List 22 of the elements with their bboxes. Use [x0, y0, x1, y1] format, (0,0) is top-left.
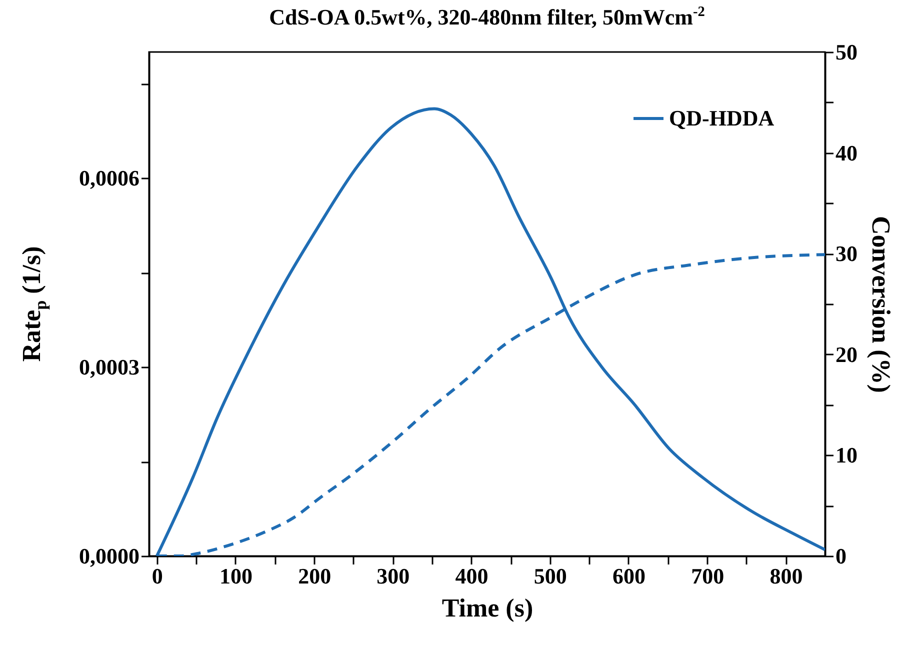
legend-label: QD-HDDA [669, 106, 774, 130]
x-tick-label: 700 [691, 564, 724, 588]
chart-title: CdS-OA 0.5wt%, 320-480nm filter, 50mWcm$^{-2}$ [268, 4, 706, 30]
x-tick-label: 500 [534, 564, 567, 588]
y2-tick-label: 40 [836, 140, 858, 166]
y2-tick-label: 30 [836, 241, 858, 266]
y-tick-label: 0,0003 [79, 354, 140, 380]
x-axis-title: Time (s) [442, 594, 534, 622]
x-tick-label: 400 [455, 564, 488, 588]
x-tick-label: 0 [152, 564, 163, 588]
x-tick-label: 600 [612, 564, 646, 588]
x-tick-label: 200 [298, 564, 332, 588]
y-tick-label: 0,0006 [79, 166, 140, 190]
x-tick-label: 800 [770, 564, 803, 588]
y2-tick-label: 20 [836, 342, 858, 367]
y-tick-label: 0,0000 [79, 544, 140, 568]
y2-axis-title: Conversion (%) [866, 216, 896, 393]
x-tick-label: 100 [219, 564, 252, 588]
y2-tick-label: 10 [836, 442, 858, 468]
y2-tick-label: 50 [836, 40, 858, 64]
x-tick-label: 300 [376, 564, 410, 588]
y2-tick-label: 0 [836, 544, 846, 568]
